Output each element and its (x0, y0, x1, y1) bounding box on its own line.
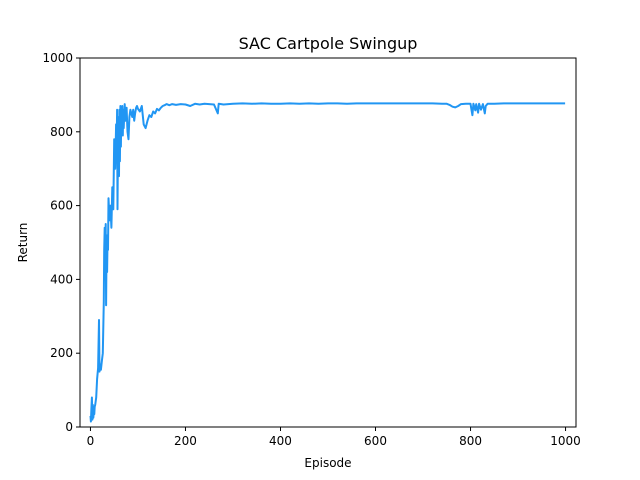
x-axis-label: Episode (304, 456, 351, 470)
x-tick-label: 400 (269, 434, 292, 448)
y-tick-label: 1000 (42, 51, 73, 65)
plot-frame (79, 57, 577, 428)
plot-series (89, 102, 566, 423)
y-tick-label: 600 (50, 199, 73, 213)
x-tick-label: 1000 (550, 434, 581, 448)
x-tick-label: 800 (459, 434, 482, 448)
y-tick-label: 800 (50, 125, 73, 139)
chart-title: SAC Cartpole Swingup (239, 34, 418, 53)
y-tick-label: 0 (65, 420, 73, 434)
series-line-0 (89, 102, 566, 423)
y-tick-label: 400 (50, 272, 73, 286)
y-axis-label: Return (16, 223, 30, 263)
y-axis-ticks: 0 200 400 600 800 1000 (42, 51, 80, 434)
x-tick-label: 0 (87, 434, 95, 448)
y-tick-label: 200 (50, 346, 73, 360)
x-tick-label: 200 (174, 434, 197, 448)
x-axis-ticks: 0 200 400 600 800 1000 (87, 427, 581, 448)
x-tick-label: 600 (364, 434, 387, 448)
